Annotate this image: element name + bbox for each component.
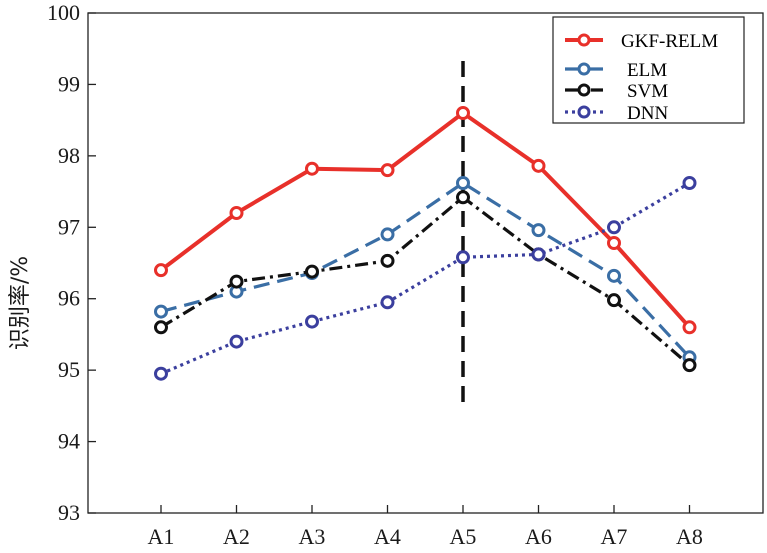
legend-label: ELM	[627, 60, 667, 81]
data-point	[607, 236, 621, 250]
data-point	[154, 366, 168, 381]
y-tick-label: 95	[58, 357, 80, 382]
plot-frame	[87, 12, 764, 514]
y-tick-label: 94	[58, 429, 80, 454]
y-tick-label: 96	[58, 286, 80, 311]
data-point	[305, 314, 319, 329]
data-point	[607, 293, 621, 308]
y-axis-title: 识别率/%	[8, 256, 33, 350]
y-tick-label: 93	[58, 500, 80, 525]
y-tick-label: 99	[58, 71, 80, 96]
x-tick-label: A1	[148, 524, 175, 549]
data-point	[229, 274, 244, 289]
data-point	[607, 268, 621, 283]
data-point	[456, 250, 470, 265]
legend-swatch-marker	[577, 33, 591, 47]
data-point	[456, 176, 470, 190]
legend-label: SVM	[627, 81, 668, 102]
series-line	[160, 195, 691, 367]
y-tick-label: 100	[47, 0, 80, 25]
data-point	[305, 264, 319, 279]
data-point	[456, 106, 470, 120]
x-tick-label: A8	[676, 524, 703, 549]
data-point	[154, 320, 168, 335]
series-dnn	[154, 176, 697, 381]
x-tick-label: A4	[374, 524, 401, 549]
y-tick-label: 98	[58, 143, 80, 168]
data-point	[682, 176, 697, 190]
data-point	[229, 206, 244, 220]
data-point	[154, 263, 168, 278]
data-point	[380, 295, 395, 310]
legend-label: DNN	[627, 103, 668, 124]
x-tick-label: A3	[299, 524, 326, 549]
ticks: 93 94 95 96 97 98 99 100 A1 A2 A3 A4 A5 A6 A7 A8	[47, 0, 703, 549]
x-tick-label: A6	[525, 524, 552, 549]
x-tick-label: A5	[450, 524, 477, 549]
legend-swatch-marker	[577, 105, 591, 119]
data-point	[380, 163, 395, 178]
data-point	[682, 358, 697, 373]
x-tick-label: A7	[601, 524, 628, 549]
data-point	[229, 334, 244, 349]
axes	[87, 12, 764, 514]
data-point	[456, 190, 470, 205]
series-line	[160, 181, 691, 359]
data-point	[380, 253, 395, 268]
series-line	[159, 111, 691, 329]
data-point	[607, 220, 621, 235]
data-point	[531, 247, 546, 262]
data-point	[682, 320, 697, 335]
legend-label: GKF-RELM	[621, 31, 718, 52]
legend-swatch-marker	[577, 83, 591, 97]
series-gkf-relm	[154, 106, 697, 335]
data-point	[531, 158, 546, 173]
data-point	[154, 304, 168, 319]
y-tick-label: 97	[58, 214, 80, 239]
data-point	[380, 227, 395, 242]
data-point	[305, 161, 319, 176]
x-tick-label: A2	[223, 524, 250, 549]
legend-swatch-marker	[577, 62, 591, 76]
series-group	[154, 106, 697, 381]
data-point	[531, 223, 546, 238]
series-line	[160, 181, 691, 376]
y-axis-label: 识别率/%	[8, 256, 33, 350]
